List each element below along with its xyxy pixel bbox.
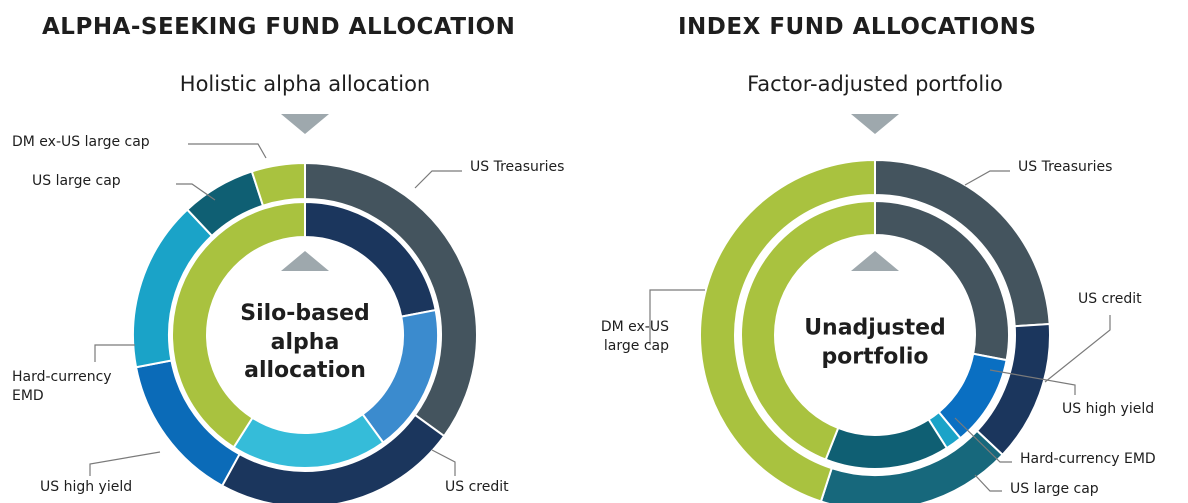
chart-subtitle: Factor-adjusted portfolio xyxy=(747,72,1003,96)
leader-line xyxy=(188,143,267,159)
segment-label: DM ex-US large cap xyxy=(12,134,150,150)
segment-label: US high yield xyxy=(1062,401,1155,417)
segment-label: US large cap xyxy=(1010,481,1099,497)
arrow-up xyxy=(851,251,899,271)
arrow-up xyxy=(281,251,329,271)
donut-segment xyxy=(699,158,876,503)
arrow-down xyxy=(851,114,899,134)
leader-line xyxy=(414,170,462,189)
leader-line xyxy=(431,449,456,476)
leader-line xyxy=(989,369,1076,395)
donut-segment xyxy=(250,161,306,207)
center-label: Unadjusted portfolio xyxy=(804,315,946,369)
donut-segment xyxy=(740,199,876,461)
leader-line xyxy=(954,417,1012,463)
segment-label: Hard-currency EMD xyxy=(1020,451,1156,467)
segment-label: US credit xyxy=(1078,291,1142,307)
leader-line xyxy=(94,344,135,362)
segment-label: DM ex-US large cap xyxy=(600,319,669,354)
segment-label: US high yield xyxy=(40,479,133,495)
arrow-down xyxy=(281,114,329,134)
donut-segment xyxy=(824,418,949,470)
leader-line xyxy=(649,289,705,345)
chart-title: INDEX FUND ALLOCATIONS xyxy=(678,14,1037,40)
chart-subtitle: Holistic alpha allocation xyxy=(179,72,431,96)
leader-line xyxy=(1044,315,1111,383)
chart-title: ALPHA-SEEKING FUND ALLOCATION xyxy=(42,14,516,40)
segment-label: US Treasuries xyxy=(1018,159,1113,175)
leader-line xyxy=(89,451,161,476)
donut-segment xyxy=(171,200,306,449)
segment-label: Hard-currency EMD xyxy=(12,369,112,404)
leader-line xyxy=(974,474,1002,492)
leader-line xyxy=(176,183,216,201)
segment-label: US credit xyxy=(445,479,509,495)
segment-label: US large cap xyxy=(32,173,121,189)
leader-line xyxy=(964,170,1010,186)
center-label: Silo-based alpha allocation xyxy=(240,301,370,384)
segment-label: US Treasuries xyxy=(470,159,565,175)
